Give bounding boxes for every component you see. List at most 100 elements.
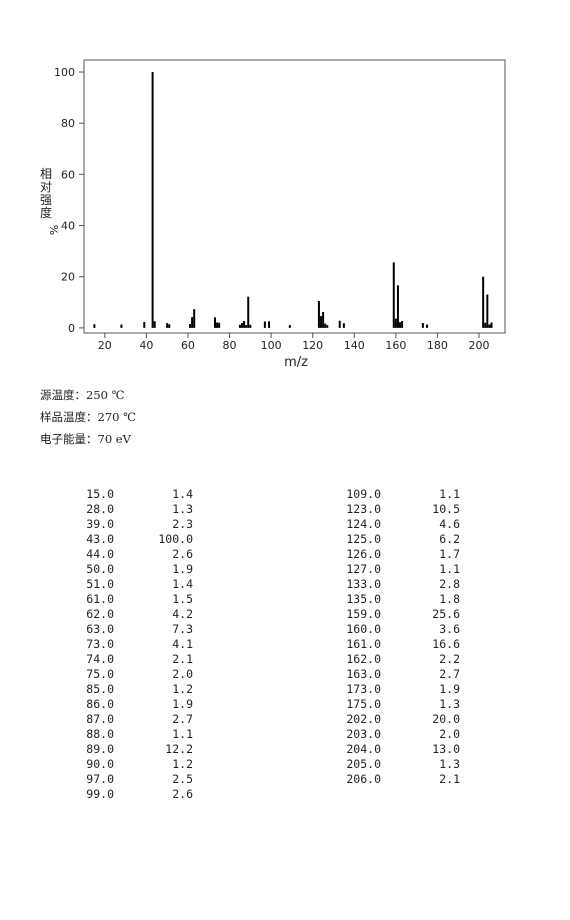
peak (288, 325, 291, 328)
peak (216, 322, 219, 328)
table-intensity: 1.4 (172, 577, 193, 591)
table-intensity: 12.2 (165, 742, 193, 756)
peak (268, 321, 271, 328)
table-mz: 135.0 (346, 592, 381, 606)
table-mz: 126.0 (346, 547, 381, 561)
peak (191, 317, 194, 328)
y-axis-label: 对 (40, 180, 52, 194)
table-mz: 159.0 (346, 607, 381, 621)
table-mz: 162.0 (346, 652, 381, 666)
table-mz: 50.0 (86, 562, 114, 576)
y-axis-label: 相 (40, 167, 52, 181)
plot-frame (83, 59, 506, 334)
table-intensity: 25.6 (432, 607, 460, 621)
table-intensity: 4.1 (172, 637, 193, 651)
condition: 源温度：250 ℃ (40, 388, 125, 402)
peak (241, 323, 244, 328)
peak (247, 296, 250, 328)
table-intensity: 2.0 (172, 667, 193, 681)
x-axis-label: m/z (284, 355, 308, 370)
peak (488, 324, 491, 328)
y-tick-label: 0 (68, 322, 75, 335)
table-mz: 202.0 (346, 712, 381, 726)
table-mz: 99.0 (86, 787, 114, 801)
table-mz: 74.0 (86, 652, 114, 666)
peak (426, 324, 429, 328)
table-mz: 73.0 (86, 637, 114, 651)
x-tick-label: 80 (223, 339, 237, 352)
x-tick-label: 160 (385, 339, 406, 352)
peak (168, 324, 171, 328)
table-mz: 87.0 (86, 712, 114, 726)
y-tick-label: 80 (61, 117, 75, 130)
x-tick-label: 60 (181, 339, 195, 352)
table-mz: 109.0 (346, 487, 381, 501)
peak (490, 322, 493, 328)
peak (166, 323, 169, 328)
table-mz: 28.0 (86, 502, 114, 516)
peak (320, 316, 323, 328)
peak (151, 72, 154, 328)
table-intensity: 2.6 (172, 787, 193, 801)
table-mz: 175.0 (346, 697, 381, 711)
table-intensity: 6.2 (439, 532, 460, 546)
y-axis-unit: % (47, 225, 60, 235)
peak (193, 309, 196, 328)
table-mz: 203.0 (346, 727, 381, 741)
table-intensity: 20.0 (432, 712, 460, 726)
peak (189, 324, 192, 328)
table-intensity: 2.5 (172, 772, 193, 786)
table-intensity: 2.1 (172, 652, 193, 666)
table-mz: 51.0 (86, 577, 114, 591)
table-intensity: 2.0 (439, 727, 460, 741)
table-mz: 133.0 (346, 577, 381, 591)
table-intensity: 2.1 (439, 772, 460, 786)
x-tick-label: 120 (302, 339, 323, 352)
peak (93, 324, 96, 328)
table-intensity: 2.7 (439, 667, 460, 681)
table-mz: 15.0 (86, 487, 114, 501)
x-tick-label: 20 (98, 339, 112, 352)
peak (243, 320, 246, 328)
peak (399, 322, 402, 328)
peak (396, 285, 399, 328)
peak (324, 323, 327, 328)
table-intensity: 2.2 (439, 652, 460, 666)
table-intensity: 1.8 (439, 592, 460, 606)
peak (482, 276, 485, 328)
peak (263, 321, 266, 328)
table-intensity: 4.2 (172, 607, 193, 621)
table-intensity: 1.5 (172, 592, 193, 606)
table-intensity: 100.0 (158, 532, 193, 546)
y-axis-label: 强 (40, 193, 52, 207)
table-mz: 205.0 (346, 757, 381, 771)
table-intensity: 1.3 (172, 502, 193, 516)
x-tick-label: 200 (469, 339, 490, 352)
table-mz: 43.0 (86, 532, 114, 546)
table-mz: 206.0 (346, 772, 381, 786)
table-mz: 89.0 (86, 742, 114, 756)
y-axis-label: 度 (40, 205, 52, 220)
table-intensity: 1.1 (172, 727, 193, 741)
table-mz: 88.0 (86, 727, 114, 741)
table-intensity: 16.6 (432, 637, 460, 651)
table-intensity: 3.6 (439, 622, 460, 636)
x-tick-label: 180 (427, 339, 448, 352)
table-mz: 97.0 (86, 772, 114, 786)
peak (401, 320, 404, 328)
table-intensity: 1.1 (439, 487, 460, 501)
table-intensity: 7.3 (172, 622, 193, 636)
peak (484, 322, 487, 328)
peak (486, 294, 489, 328)
table-mz: 63.0 (86, 622, 114, 636)
table-intensity: 2.8 (439, 577, 460, 591)
table-intensity: 10.5 (432, 502, 460, 516)
table-intensity: 1.3 (439, 697, 460, 711)
table-mz: 85.0 (86, 682, 114, 696)
table-intensity: 1.7 (439, 547, 460, 561)
table-intensity: 2.3 (172, 517, 193, 531)
table-intensity: 1.9 (172, 562, 193, 576)
table-mz: 86.0 (86, 697, 114, 711)
table-intensity: 1.9 (172, 697, 193, 711)
peak (238, 324, 241, 328)
